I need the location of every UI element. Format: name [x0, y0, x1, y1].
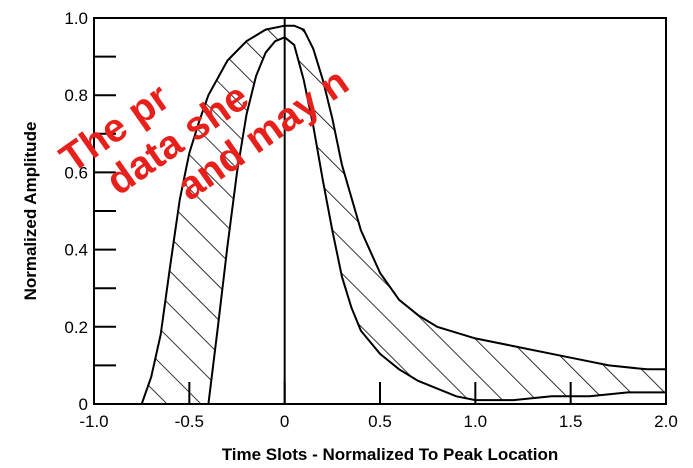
upper-bound-curve [140, 24, 666, 404]
x-tick-label: -1.0 [79, 412, 108, 431]
y-tick-label: 0 [79, 395, 88, 414]
x-tick-label: -0.5 [175, 412, 204, 431]
y-tick-label: 0.8 [64, 86, 88, 105]
y-axis-title: Normalized Amplitude [21, 122, 40, 301]
x-tick-label: 0.5 [368, 412, 392, 431]
x-tick-label: 0 [280, 412, 289, 431]
x-axis-ticks: -1.0 -0.5 0 0.5 1.0 1.5 2.0 [79, 382, 678, 431]
y-tick-label: 0.4 [64, 241, 88, 260]
y-tick-label: 0.6 [64, 163, 88, 182]
x-tick-label: 1.5 [559, 412, 583, 431]
x-tick-label: 2.0 [654, 412, 678, 431]
y-axis-ticks: 0 0.2 0.4 0.6 0.8 1.0 [64, 9, 116, 414]
y-tick-label: 1.0 [64, 9, 88, 28]
y-tick-label: 0.2 [64, 318, 88, 337]
x-tick-label: 1.0 [464, 412, 488, 431]
lower-bound-curve [141, 36, 666, 404]
x-axis-title: Time Slots - Normalized To Peak Location [222, 445, 559, 464]
